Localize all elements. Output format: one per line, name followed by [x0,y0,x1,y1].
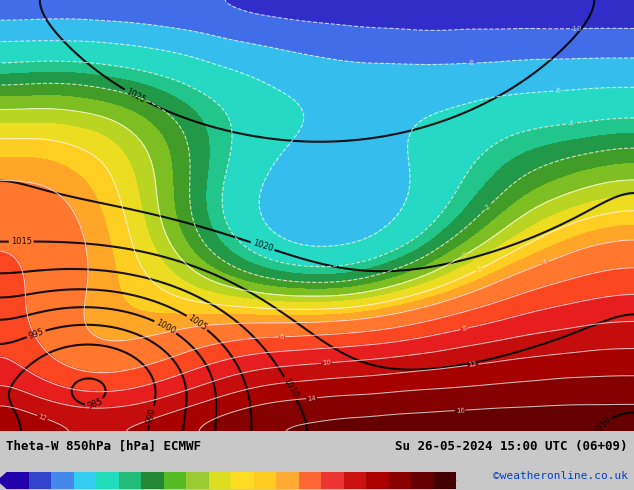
Bar [411,472,434,489]
Bar [366,472,389,489]
Text: 0: 0 [461,251,468,259]
Bar [276,472,299,489]
Bar [299,472,321,489]
Text: 8: 8 [461,325,467,332]
Text: ©weatheronline.co.uk: ©weatheronline.co.uk [493,471,628,481]
Text: 1010: 1010 [281,376,299,399]
Bar [29,472,51,489]
Bar [51,472,74,489]
Text: 6: 6 [280,334,285,340]
Text: 2: 2 [476,266,482,273]
Text: -10: -10 [571,25,583,31]
Text: 10: 10 [322,360,331,366]
Bar [164,472,186,489]
Text: 1000: 1000 [154,318,177,336]
FancyArrow shape [0,472,6,489]
Text: -8: -8 [467,60,474,66]
Bar [231,472,254,489]
Bar [389,472,411,489]
Text: 985: 985 [86,397,104,411]
Bar [119,472,141,489]
Text: 12: 12 [37,413,48,422]
Bar [186,472,209,489]
Bar [96,472,119,489]
Text: Theta-W 850hPa [hPa] ECMWF: Theta-W 850hPa [hPa] ECMWF [6,440,202,453]
Bar [209,472,231,489]
Text: -2: -2 [483,202,492,212]
Text: 1020: 1020 [251,239,274,254]
Text: 1015: 1015 [11,237,32,246]
Text: 12: 12 [468,361,477,368]
FancyArrow shape [447,472,456,489]
Bar [344,472,366,489]
Text: 995: 995 [27,327,45,341]
Bar [321,472,344,489]
Text: -6: -6 [554,88,561,94]
Text: -4: -4 [567,120,574,127]
Text: 1025: 1025 [124,87,147,105]
Text: 1005: 1005 [186,313,209,332]
Bar [6,472,29,489]
Bar [254,472,276,489]
Text: Su 26-05-2024 15:00 UTC (06+09): Su 26-05-2024 15:00 UTC (06+09) [395,440,628,453]
Bar [434,472,456,489]
Bar [74,472,96,489]
Bar [141,472,164,489]
Text: 990: 990 [145,407,158,424]
Text: 4: 4 [542,259,548,266]
Text: 16: 16 [455,407,465,414]
Text: 1010: 1010 [592,415,612,436]
Text: 14: 14 [307,395,316,401]
